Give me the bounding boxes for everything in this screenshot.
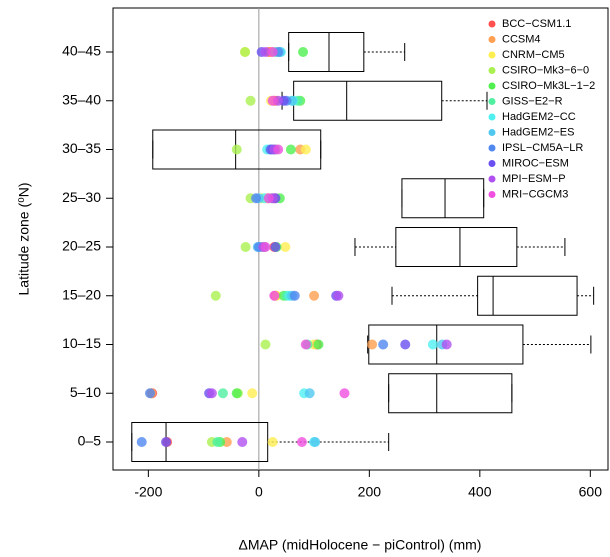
model-point [267,437,278,447]
legend-marker [488,160,496,167]
legend-marker [488,82,496,90]
model-point [263,193,274,204]
model-point [378,339,389,350]
y-tick-label: 25–30 [62,189,101,205]
model-point [367,339,378,350]
legend-marker [488,144,496,152]
x-tick-label: -200 [134,484,162,500]
model-point [240,242,251,252]
box [293,80,443,121]
model-point [260,242,271,252]
model-point [260,47,271,57]
model-point [240,47,251,57]
legend-marker [488,191,496,198]
model-point [206,388,217,399]
legend-label: CSIRO−Mk3−6−0 [502,64,589,76]
model-point [280,242,291,252]
legend-marker [488,51,496,59]
model-point [298,47,309,57]
model-point [313,339,324,350]
model-point [310,437,321,447]
model-point [260,339,271,350]
y-tick-label: 15–20 [62,286,101,302]
model-point [300,144,311,155]
legend-marker [488,36,496,43]
legend-label: IPSL−CM5A−LR [502,142,583,154]
legend-label: MIROC−ESM [502,157,569,169]
model-point [304,388,315,399]
legend-marker [488,98,496,105]
plot-frame [112,7,609,471]
model-point [267,47,278,57]
model-point [267,95,278,106]
model-point [247,388,258,399]
x-tick-label: 600 [579,484,603,500]
legend-label: MPI−ESM−P [502,173,566,185]
model-point [245,95,256,106]
y-tick-label: 0–5 [78,433,102,449]
model-point [237,437,248,447]
model-point [212,437,223,447]
legend-marker [488,67,496,74]
box [288,32,365,72]
model-point [273,144,284,155]
legend-marker [488,113,496,121]
y-tick-label: 5–10 [70,384,101,400]
model-point [427,339,438,350]
legend-label: CNRM−CM5 [502,49,565,61]
legend-label: CSIRO−Mk3L−1−2 [502,80,595,92]
box [401,178,485,219]
legend-label: CCSM4 [502,33,541,45]
x-tick-label: 0 [255,484,263,500]
y-tick-label: 10–15 [62,335,101,351]
model-point [145,388,156,399]
box [152,129,322,170]
model-point [441,339,452,350]
legend-label: BCC−CSM1.1 [502,18,571,30]
model-point [136,437,147,447]
box [395,227,518,267]
model-point [400,339,411,350]
box [131,422,269,462]
model-point [300,339,311,350]
legend-label: HadGEM2−CC [502,111,576,123]
legend-label: MRI−CGCM3 [502,188,568,200]
model-point [251,193,262,204]
model-point [161,437,172,447]
model-point [269,290,280,301]
y-tick-label: 30–35 [62,140,101,156]
legend-marker [488,20,496,28]
model-point [296,437,307,447]
box [388,373,513,414]
model-point [339,388,350,399]
y-tick-label: 35–40 [62,91,101,107]
model-point [231,144,242,155]
legend-marker [488,175,496,183]
model-point [210,290,221,301]
model-point [333,290,344,301]
x-tick-label: 200 [358,484,382,500]
x-tick-label: 400 [468,484,492,500]
model-point [285,144,296,155]
model-point [217,388,228,399]
legend-label: HadGEM2−ES [502,126,574,138]
x-axis-label: ΔMAP (midHolocene − piControl) (mm) [239,537,482,553]
model-point [231,388,242,399]
model-point [309,290,320,301]
model-point [289,290,300,301]
y-tick-label: 20–25 [62,238,101,254]
y-tick-label: 40–45 [62,43,101,59]
box [477,275,578,316]
legend-label: GISS−E2−R [502,95,563,107]
y-axis-label: Latitude zone (⁰N) [16,182,32,295]
legend-marker [488,129,496,136]
model-point [270,242,281,252]
